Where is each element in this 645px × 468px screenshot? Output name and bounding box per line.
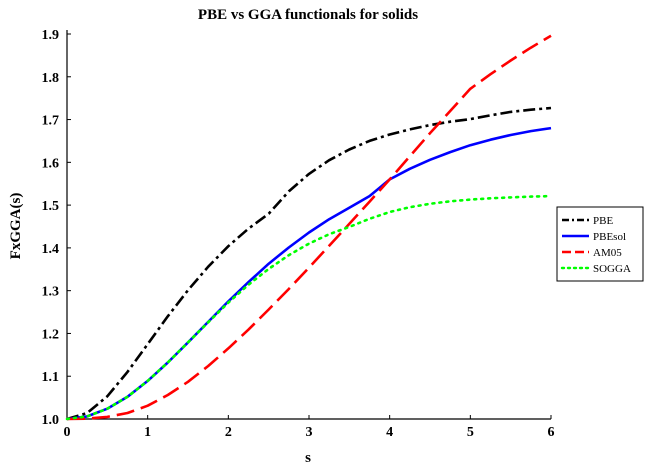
ticks: 0 1 2 3 4 5 6 1.0 1.1 1.2 1.3 1.4 1.5 1.6 1.7 1.8 1.9 — [42, 28, 555, 440]
legend-box — [556, 206, 644, 282]
y-tick-label: 1.0 — [42, 413, 60, 428]
x-tick-label: 5 — [467, 425, 474, 440]
x-axis-label: s — [305, 450, 311, 466]
x-tick-label: 1 — [144, 425, 151, 440]
x-tick-label: 4 — [386, 425, 393, 440]
y-tick-label: 1.6 — [42, 156, 60, 171]
y-tick-label: 1.9 — [42, 28, 60, 43]
x-tick-label: 0 — [64, 425, 71, 440]
y-tick-label: 1.1 — [42, 370, 60, 385]
legend: PBE PBEsol AM05 SOGGA — [556, 206, 644, 282]
series-layer — [65, 34, 553, 421]
series-line-pbe — [66, 106, 552, 421]
chart-title: PBE vs GGA functionals for solids — [198, 7, 418, 23]
x-tick-label: 3 — [306, 425, 313, 440]
legend-label-pbe: PBE — [593, 215, 613, 227]
series-line-am05 — [66, 34, 552, 421]
y-tick-label: 1.8 — [42, 71, 60, 86]
y-tick-label: 1.4 — [42, 242, 60, 257]
y-tick-label: 1.3 — [42, 285, 60, 300]
series-line-pbesol — [66, 126, 552, 421]
axes — [66, 30, 551, 420]
y-tick-label: 1.2 — [42, 327, 60, 342]
y-tick-label: 1.5 — [42, 199, 60, 214]
series-line-sogga — [65, 194, 553, 421]
y-axis-label: FxGGA(s) — [8, 193, 24, 260]
y-tick-label: 1.7 — [42, 114, 60, 129]
legend-label-sogga: SOGGA — [593, 263, 631, 275]
legend-label-am05: AM05 — [593, 247, 622, 259]
x-tick-label: 6 — [548, 425, 555, 440]
x-tick-label: 2 — [225, 425, 232, 440]
legend-label-pbesol: PBEsol — [593, 231, 626, 243]
